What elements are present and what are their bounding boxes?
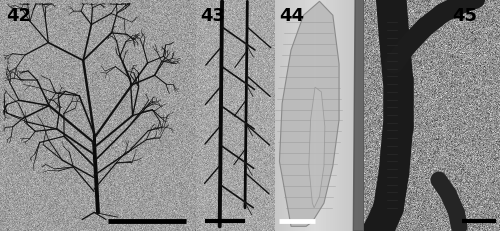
- Polygon shape: [280, 2, 339, 226]
- Text: 44: 44: [280, 7, 304, 25]
- Text: 43: 43: [200, 7, 225, 25]
- Text: 45: 45: [452, 7, 477, 25]
- Text: 42: 42: [6, 7, 31, 25]
- Polygon shape: [309, 88, 325, 208]
